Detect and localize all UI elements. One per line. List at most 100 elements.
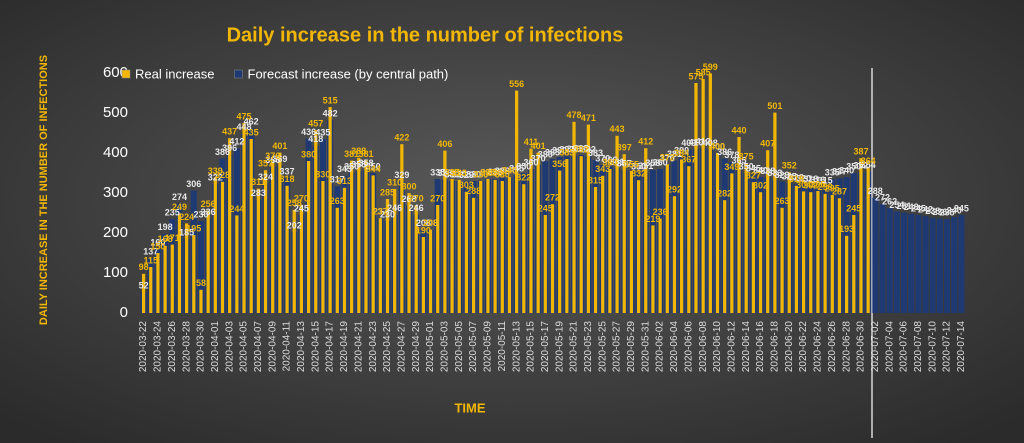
- data-label: 219: [645, 214, 660, 224]
- data-label: 366: [265, 155, 280, 165]
- data-label: 332: [631, 169, 646, 179]
- data-label: 195: [186, 223, 201, 233]
- x-tick-label: 2020-06-22: [798, 321, 809, 373]
- data-label: 395: [574, 143, 589, 153]
- data-label: 364: [861, 156, 876, 166]
- data-label: 385: [545, 147, 560, 157]
- data-label: 304: [796, 180, 811, 190]
- data-label: 245: [538, 203, 553, 213]
- x-tick-label: 2020-04-05: [239, 321, 250, 373]
- data-label: 244: [229, 204, 244, 214]
- data-label: 325: [782, 171, 797, 181]
- data-label: 478: [567, 110, 582, 120]
- data-label: 160: [150, 237, 165, 247]
- data-label: 340: [502, 165, 517, 175]
- x-tick-label: 2020-06-02: [655, 321, 666, 373]
- data-label: 224: [179, 212, 194, 222]
- bar: [428, 229, 433, 313]
- bar: [479, 181, 483, 313]
- data-label: 337: [280, 167, 295, 177]
- x-tick-label: 2020-05-23: [583, 321, 594, 373]
- x-tick-label: 2020-06-28: [841, 321, 852, 373]
- data-label: 137: [143, 247, 158, 257]
- data-label: 349: [724, 162, 739, 172]
- data-label: 190: [416, 225, 431, 235]
- bar: [249, 139, 253, 313]
- data-label: 338: [495, 166, 510, 176]
- data-label: 418: [308, 134, 323, 144]
- bar: [421, 237, 425, 313]
- bar: [443, 150, 447, 313]
- bar: [586, 124, 590, 313]
- bar: [378, 218, 382, 313]
- bar: [944, 219, 951, 313]
- x-axis-label: TIME: [454, 400, 485, 415]
- data-label: 288: [868, 186, 883, 196]
- data-label: 343: [337, 164, 352, 174]
- data-label: 335: [480, 167, 495, 177]
- bar: [680, 159, 684, 313]
- data-label: 350: [344, 161, 359, 171]
- data-label: 370: [595, 153, 610, 163]
- data-label: 302: [803, 181, 818, 191]
- x-tick-label: 2020-06-10: [712, 321, 723, 373]
- bar: [766, 150, 770, 313]
- bar: [486, 179, 490, 313]
- bar: [170, 244, 174, 313]
- bar: [371, 175, 375, 313]
- data-label: 412: [638, 137, 653, 147]
- data-label: 340: [753, 165, 768, 175]
- x-tick-label: 2020-03-28: [181, 321, 192, 373]
- data-label: 270: [409, 193, 424, 203]
- data-label: 390: [674, 145, 689, 155]
- data-label: 376: [265, 151, 280, 161]
- x-tick-label: 2020-03-22: [138, 321, 149, 373]
- data-label: 313: [337, 176, 352, 186]
- bar: [292, 209, 296, 313]
- data-label: 324: [258, 172, 273, 182]
- data-label: 355: [351, 159, 366, 169]
- data-label: 198: [158, 222, 173, 232]
- data-label: 246: [409, 203, 424, 213]
- data-label: 236: [653, 207, 668, 217]
- bar: [364, 160, 368, 313]
- x-tick-label: 2020-06-20: [784, 321, 795, 373]
- data-label: 330: [315, 169, 330, 179]
- bar: [464, 191, 469, 313]
- x-tick-label: 2020-06-04: [669, 321, 680, 373]
- data-label: 350: [516, 161, 531, 171]
- data-label: 352: [853, 161, 868, 171]
- bar: [407, 193, 411, 313]
- data-label: 350: [739, 161, 754, 171]
- bar: [149, 267, 153, 313]
- bar: [593, 187, 598, 313]
- data-label: 390: [552, 145, 567, 155]
- data-label: 335: [825, 167, 840, 177]
- bar: [314, 130, 318, 313]
- data-label: 274: [172, 192, 187, 202]
- data-label: 237: [373, 207, 388, 217]
- bar: [558, 170, 562, 313]
- data-label: 462: [244, 117, 259, 127]
- data-label: 285: [380, 187, 395, 197]
- x-tick-label: 2020-05-01: [425, 321, 436, 373]
- data-label: 448: [237, 122, 252, 132]
- bar: [816, 191, 820, 313]
- data-label: 471: [581, 113, 596, 123]
- bar: [522, 184, 526, 313]
- x-tick-label: 2020-04-27: [396, 321, 407, 373]
- data-label: 436: [301, 127, 316, 137]
- data-label: 58: [196, 278, 206, 288]
- data-label: 302: [753, 181, 768, 191]
- data-label: 366: [602, 155, 617, 165]
- data-label: 287: [832, 187, 847, 197]
- x-tick-label: 2020-05-29: [626, 321, 637, 373]
- bar: [321, 181, 325, 313]
- data-label: 358: [645, 158, 660, 168]
- data-label: 245: [954, 203, 969, 213]
- bar: [866, 167, 870, 313]
- bar: [185, 223, 189, 313]
- data-label: 393: [567, 144, 582, 154]
